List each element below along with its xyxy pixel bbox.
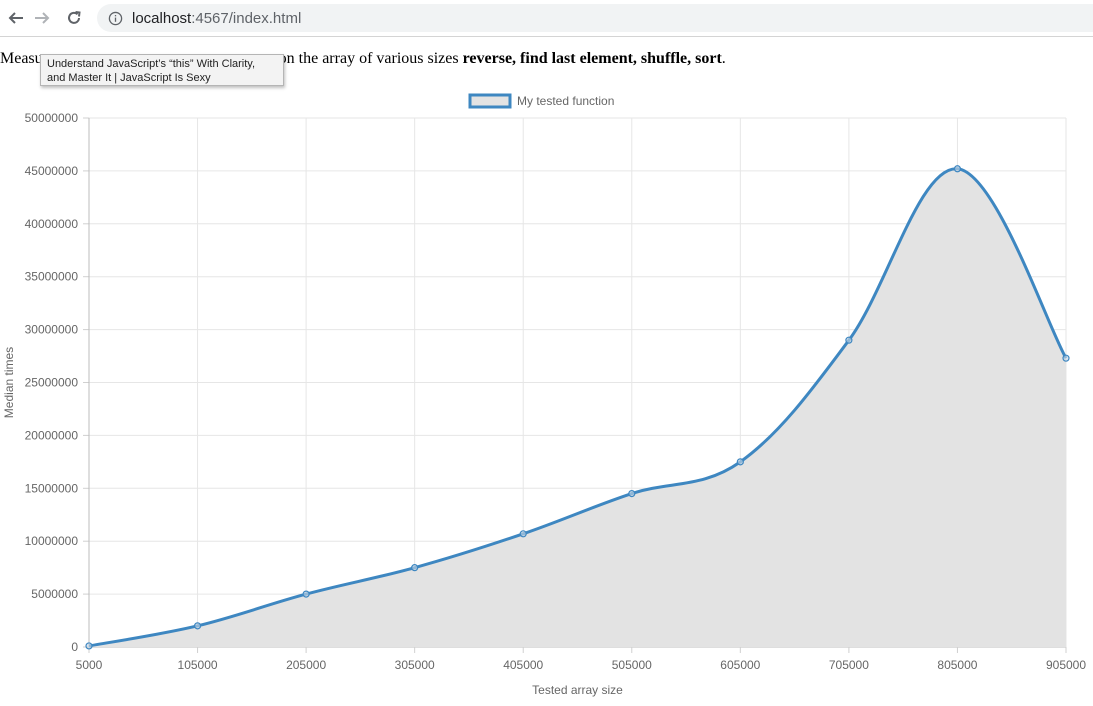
data-point (845, 336, 853, 344)
url-path: :4567/index.html (191, 9, 302, 27)
data-point (736, 458, 744, 466)
url-host: localhost (132, 9, 192, 27)
y-tick-label: 5000000 (31, 587, 78, 601)
y-tick-label: 45000000 (25, 164, 79, 178)
arrow-right-icon (35, 12, 50, 24)
link-tooltip: Understand JavaScript’s “this” With Clar… (40, 54, 284, 86)
data-point (302, 590, 310, 598)
operations-list: reverse, find last element, shuffle, sor… (462, 50, 722, 67)
x-tick-label: 605000 (720, 658, 760, 672)
tooltip-line-2: and Master It | JavaScript Is Sexy (47, 72, 211, 84)
x-tick-label: 405000 (503, 658, 543, 672)
x-tick-label: 705000 (829, 658, 869, 672)
arrow-left-icon (8, 12, 23, 24)
x-tick-label: 905000 (1046, 658, 1086, 672)
x-axis-title: Tested array size (532, 683, 623, 697)
tooltip-line-1: Understand JavaScript’s “this” With Clar… (47, 58, 256, 70)
data-point (628, 489, 636, 498)
median-times-chart: 0 5000000 10000000 15000000 20000000 25000000… (2, 93, 1086, 697)
series-area-fill (89, 168, 1066, 648)
address-bar[interactable]: localhost:4567/index.html (97, 4, 1093, 32)
data-point (519, 530, 527, 538)
legend-swatch (468, 93, 512, 109)
data-point (1062, 354, 1070, 362)
description-period: . (721, 50, 726, 67)
reload-icon (68, 11, 81, 24)
y-axis-title: Median times (2, 347, 16, 418)
x-tick-label: 805000 (937, 658, 977, 672)
y-tick-label: 15000000 (25, 481, 79, 495)
forward-button[interactable] (30, 6, 54, 30)
data-point (85, 642, 93, 650)
y-tick-label: 20000000 (25, 428, 79, 442)
y-tick-label: 0 (71, 640, 78, 654)
description-start: Measu (0, 50, 43, 67)
y-tick-label: 25000000 (25, 376, 79, 390)
x-tick-label: 305000 (395, 658, 435, 672)
browser-toolbar: localhost:4567/index.html (0, 0, 1093, 37)
description-body: on the array of various sizes (278, 50, 463, 67)
y-tick-label: 35000000 (25, 270, 79, 284)
info-icon[interactable] (108, 11, 123, 26)
x-tick-label: 205000 (286, 658, 326, 672)
data-point (193, 622, 202, 630)
data-point (953, 165, 962, 173)
y-tick-label: 10000000 (25, 534, 79, 548)
reload-button[interactable] (62, 6, 86, 30)
y-tick-label: 40000000 (25, 217, 79, 231)
y-tick-label: 50000000 (25, 111, 79, 125)
x-tick-label: 505000 (612, 658, 652, 672)
y-tick-label: 30000000 (25, 323, 79, 337)
description-text: Measu on the array of various sizes rever… (0, 50, 726, 68)
legend-label: My tested function (517, 94, 614, 108)
back-button[interactable] (4, 6, 28, 30)
data-point (411, 564, 419, 572)
x-tick-label: 105000 (178, 658, 218, 672)
x-tick-label: 5000 (76, 658, 103, 672)
